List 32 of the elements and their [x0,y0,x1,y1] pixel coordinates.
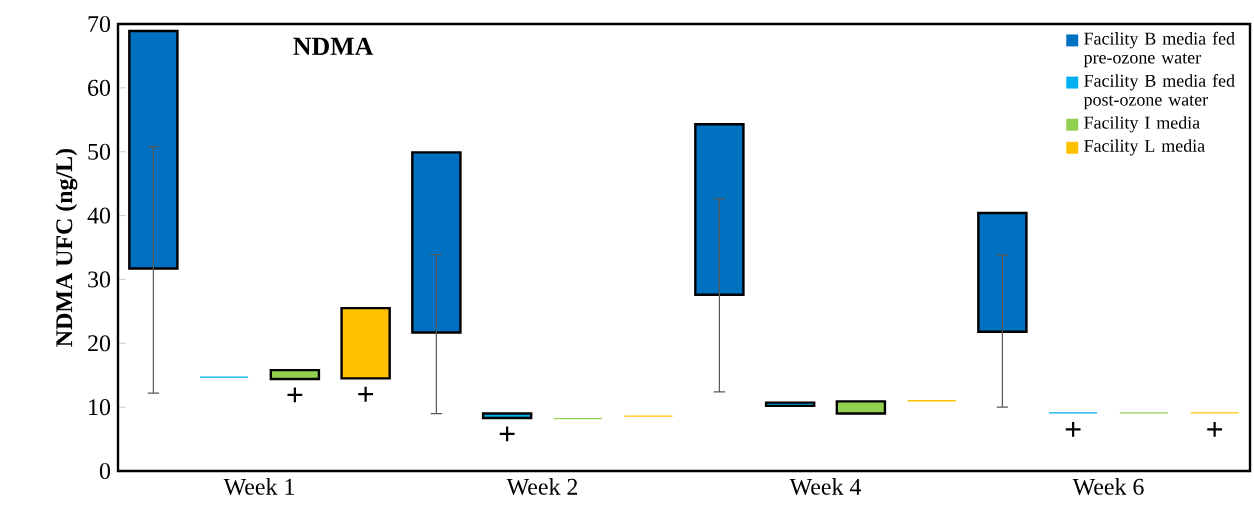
y-tick-label: 0 [99,462,111,480]
bar [269,368,321,381]
data-label: + [358,386,374,402]
y-tick-label: 20 [88,335,111,352]
bar [411,151,462,334]
y-tick-label: 10 [89,399,111,416]
legend-label: Facility B media fed pre-ozone water [1083,31,1235,68]
data-label: + [499,426,515,442]
data-label: + [287,387,303,403]
y-tick-label: 40 [87,207,111,224]
x-tick-label: Week 1 [223,478,294,496]
legend-label: Facility B media fed post-ozone water [1083,74,1235,110]
x-tick-label: Week 6 [1072,478,1144,496]
legend-label: Facility L media [1084,139,1205,156]
data-label: + [1207,421,1223,437]
chart-title: NDMA [293,37,374,55]
data-label: + [1065,421,1081,437]
y-tick-label: 70 [88,15,111,33]
legend-label: Facility I media [1084,116,1200,133]
bar [764,401,816,408]
bar [694,123,745,296]
bar [835,400,887,415]
x-tick-label: Week 2 [506,478,578,496]
x-tick-label: Week 4 [789,478,862,496]
bar [128,29,179,270]
y-axis-title: NDMA UFC (ng/L) [55,148,78,347]
y-tick-label: 60 [88,79,111,96]
bar [977,211,1028,333]
y-tick-label: 50 [88,143,111,160]
bar [481,412,533,420]
y-tick-label: 30 [88,271,111,288]
bar [340,306,391,380]
